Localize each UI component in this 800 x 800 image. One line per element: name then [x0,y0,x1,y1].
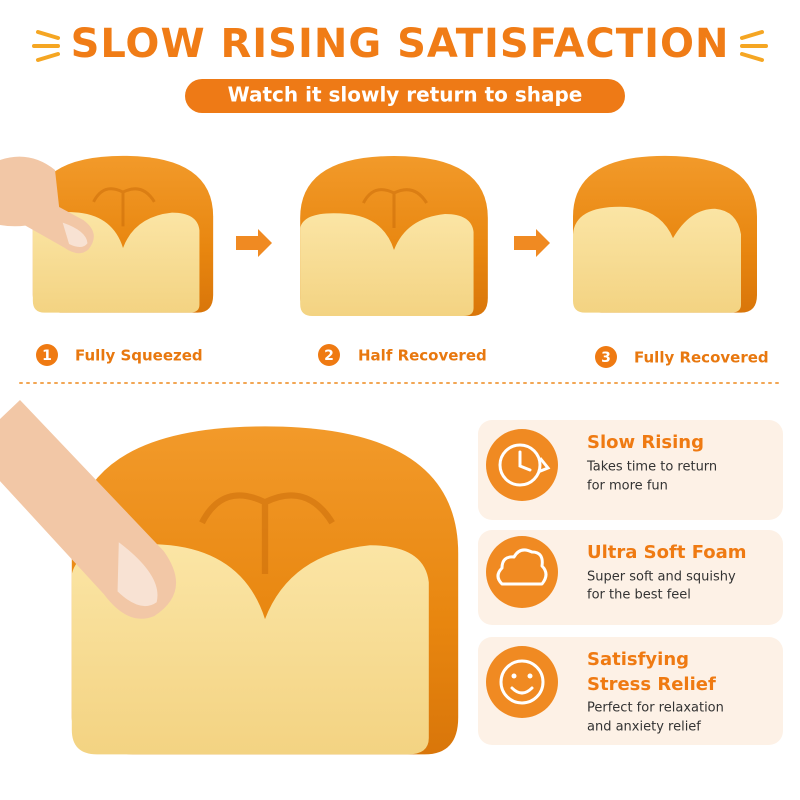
arrow [514,229,550,257]
feature-card: Ultra Soft Foam Super soft and squishy f… [478,530,783,625]
feature-title: Ultra Soft Foam [587,542,747,563]
subtitle-pill [185,79,625,113]
step: 1 Fully Squeezed [36,344,203,366]
feature-title: Slow Rising [587,432,704,453]
feature-desc: Super soft and squishy [587,570,736,585]
feature-desc: Perfect for relaxation [587,701,724,716]
bread-large [0,389,458,755]
feature-desc: Takes time to return [586,460,717,475]
step-number: 2 [324,348,334,364]
step-number: 3 [601,350,611,366]
bread-half [298,154,490,318]
feature-card: Satisfying Stress Relief Perfect for rel… [478,637,783,745]
feature-title: Stress Relief [587,674,716,695]
step-label: Fully Squeezed [75,347,203,365]
subtitle: Watch it slowly return to shape [228,83,583,107]
feature-desc: for more fun [587,479,668,494]
step-label: Fully Recovered [634,349,769,367]
step-label: Half Recovered [358,347,487,365]
title: SLOW RISING SATISFACTION [71,21,730,67]
step-number: 1 [42,348,52,364]
arrow [236,229,272,257]
step: 3 Fully Recovered [595,346,769,368]
step: 2 Half Recovered [318,344,487,366]
bread-full [573,155,757,313]
feature-desc: and anxiety relief [587,720,701,735]
feature-card: Slow Rising Takes time to return for mor… [478,420,783,520]
title-deco [32,30,768,62]
feature-desc: for the best feel [587,588,691,603]
feature-title: Satisfying [587,649,689,670]
bread-squeezed [0,154,215,315]
